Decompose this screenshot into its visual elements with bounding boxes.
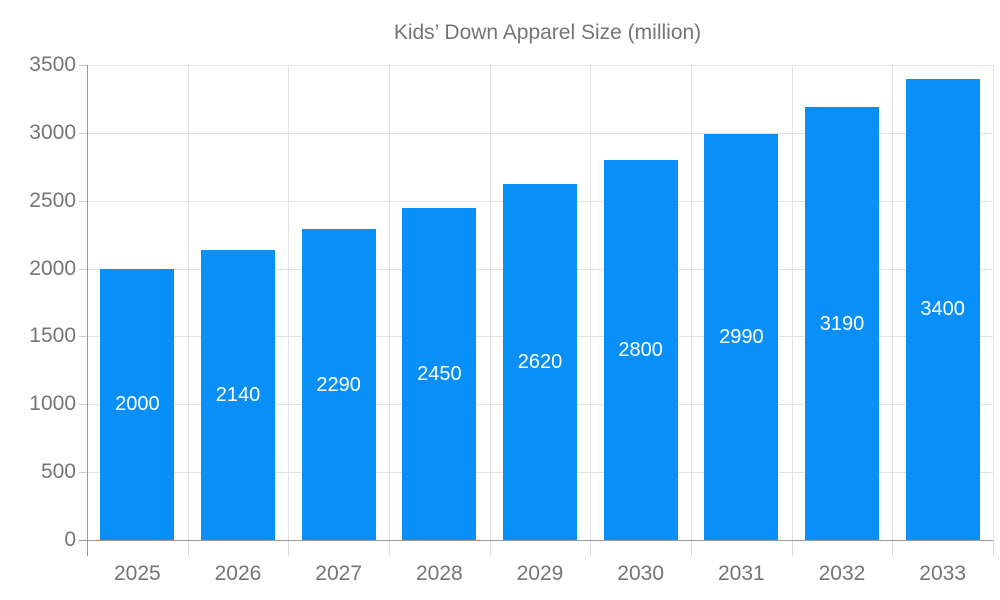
bar-value-label: 2000 [115,393,160,416]
y-axis-tick [79,404,87,406]
y-axis-tick-label: 0 [64,528,76,551]
x-axis-tick-label: 2031 [717,562,765,585]
x-gridline [288,65,290,540]
legend-item[interactable]: Kids’ Down Apparel Size (million) [0,21,1000,44]
legend-swatch-icon [299,23,381,43]
y-axis-tick-label: 500 [40,460,76,484]
bar-value-label: 2800 [618,339,663,361]
bar-value-label: 2140 [215,383,261,406]
bar[interactable]: 2990 [704,134,779,540]
x-gridline [389,65,390,540]
x-axis-tick [993,540,994,556]
x-axis-tick-label: 2028 [415,562,463,585]
bar[interactable]: 2800 [603,160,678,540]
bar-value-label: 2450 [417,362,462,385]
x-gridline [791,65,793,540]
y-axis-tick-label: 1000 [29,392,76,416]
x-axis-tick [892,540,894,556]
x-axis-tick-label: 2033 [919,562,967,585]
y-gridline [87,65,993,66]
y-axis-tick [79,132,87,134]
bar[interactable]: 3190 [805,107,879,540]
x-axis-tick-label: 2027 [315,562,363,585]
y-axis-line [87,65,88,556]
bar-value-label: 3400 [920,298,965,321]
x-axis-tick [187,540,189,556]
y-axis-tick [79,200,87,202]
bar[interactable]: 2620 [503,184,577,540]
y-axis-tick-label: 2000 [29,256,76,280]
bar[interactable]: 2140 [201,249,275,540]
y-axis-tick [79,268,87,270]
y-axis-tick-label: 3000 [29,120,76,144]
y-axis-tick-label: 1500 [29,324,76,348]
x-gridline [187,65,189,540]
x-axis-tick [389,540,390,556]
x-gridline [993,65,994,540]
x-gridline [691,65,692,540]
x-gridline [489,65,491,540]
y-axis-tick-label: 3500 [29,53,76,76]
x-axis-tick [691,540,692,556]
x-axis-tick-label: 2029 [516,562,564,585]
y-gridline [87,132,993,134]
y-axis-tick-label: 2500 [29,188,76,212]
legend-label: Kids’ Down Apparel Size (million) [393,21,702,44]
bar-value-label: 2290 [316,373,361,396]
y-axis-tick [79,336,87,338]
x-axis-tick-label: 2030 [617,562,665,585]
x-axis-line [79,540,993,541]
x-axis-tick-label: 2025 [113,562,161,585]
bar[interactable]: 2000 [100,268,175,540]
bar[interactable]: 2450 [402,207,477,540]
bar-value-label: 2990 [719,326,764,349]
x-axis-tick [791,540,793,556]
x-gridline [892,65,894,540]
x-axis-tick [489,540,491,556]
bar-value-label: 2620 [517,351,563,374]
x-axis-tick [590,540,592,556]
x-gridline [590,65,592,540]
y-axis-tick [79,472,87,474]
bar[interactable]: 2290 [301,229,376,540]
y-axis-tick [79,65,87,66]
x-axis-tick-label: 2032 [818,562,866,585]
x-axis-tick-label: 2026 [214,562,262,585]
bar[interactable]: 3400 [905,78,980,540]
bar-value-label: 3190 [819,312,865,335]
x-axis-tick [288,540,290,556]
